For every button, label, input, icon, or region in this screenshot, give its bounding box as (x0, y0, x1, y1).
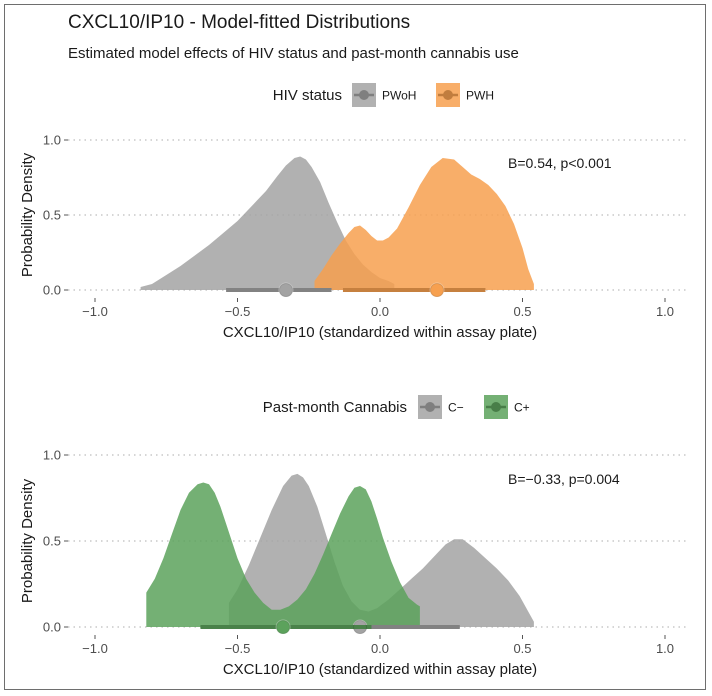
y-tick-label: 1.0 (43, 133, 61, 148)
x-tick-label: −0.5 (225, 304, 251, 319)
point-estimate-1 (278, 282, 294, 298)
x-tick-label: −0.5 (225, 641, 251, 656)
legend-key-point (491, 402, 501, 412)
legend: HIV status PWoH PWH (273, 83, 494, 107)
y-tick-label: 0.5 (43, 208, 61, 223)
y-tick-label: 0.0 (43, 283, 61, 298)
x-tick-label: 0.0 (371, 641, 389, 656)
point-outline-1 (278, 283, 293, 297)
figure-frame (4, 4, 706, 690)
legend-key-point (425, 402, 435, 412)
x-tick-label: 0.0 (371, 304, 389, 319)
effect-annotation: B=−0.33, p=0.004 (508, 471, 620, 487)
point-outline-2 (276, 620, 291, 634)
x-tick-label: 0.5 (513, 641, 531, 656)
legend-label-1: PWoH (382, 89, 416, 103)
point-outline-1 (353, 620, 368, 634)
legend-key-point (443, 90, 453, 100)
y-axis-title: Probability Density (19, 478, 36, 603)
density-area-2 (146, 482, 420, 627)
legend-title: Past-month Cannabis (263, 399, 407, 416)
legend-label-1: C− (448, 401, 464, 415)
point-outline-2 (430, 283, 444, 297)
density-area-2 (314, 158, 534, 290)
panel-2: 0.0 0.5 1.0 −1.0 −0.5 0.0 0.5 1.0 CXCL10/IP10 (s… (19, 395, 688, 678)
x-tick-label: 1.0 (656, 304, 674, 319)
chart-subtitle: Estimated model effects of HIV status an… (68, 45, 519, 62)
point-estimate-2 (429, 282, 445, 298)
legend-label-2: C+ (514, 401, 530, 415)
y-axis-title: Probability Density (19, 152, 36, 277)
y-tick-label: 0.5 (43, 534, 61, 549)
x-tick-label: 1.0 (656, 641, 674, 656)
panel-1: 0.0 0.5 1.0 −1.0 −0.5 0.0 0.5 1.0 CXCL10/IP10 (s… (19, 83, 688, 341)
legend-label-2: PWH (466, 89, 494, 103)
effect-annotation: B=0.54, p<0.001 (508, 155, 612, 171)
x-tick-label: −1.0 (82, 304, 108, 319)
x-tick-label: −1.0 (82, 641, 108, 656)
y-tick-label: 0.0 (43, 620, 61, 635)
x-axis-title: CXCL10/IP10 (standardized within assay p… (223, 661, 537, 678)
point-estimate-2 (275, 619, 291, 635)
y-tick-label: 1.0 (43, 448, 61, 463)
chart-title: CXCL10/IP10 - Model-fitted Distributions (68, 12, 411, 33)
legend-key-point (359, 90, 369, 100)
legend-title: HIV status (273, 87, 342, 104)
density-area-1 (228, 473, 534, 627)
x-axis-title: CXCL10/IP10 (standardized within assay p… (223, 324, 537, 341)
legend: Past-month Cannabis C− C+ (263, 395, 530, 419)
x-tick-label: 0.5 (513, 304, 531, 319)
